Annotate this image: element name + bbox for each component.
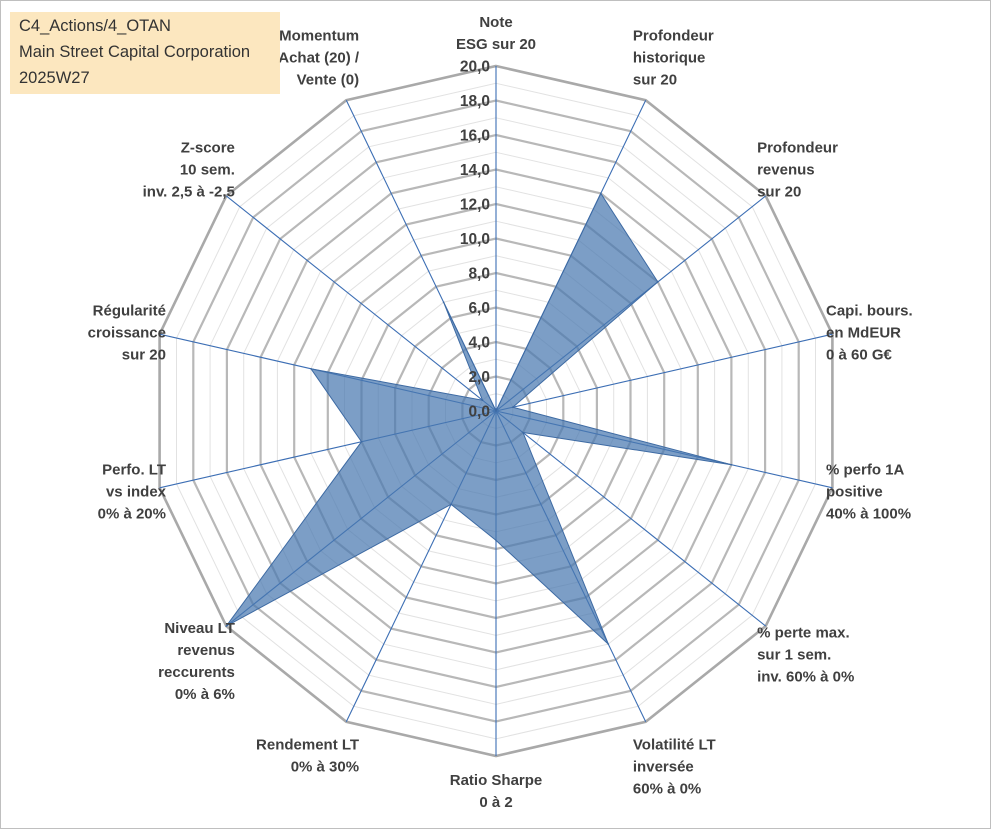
axis-label-line: historique — [633, 49, 706, 66]
axis-spoke — [225, 195, 497, 412]
axis-spoke — [495, 333, 833, 412]
axis-label-line: Niveau LT — [164, 620, 235, 637]
axis-label-line: sur 20 — [633, 71, 677, 88]
axis-label-line: sur 20 — [757, 184, 801, 201]
tick-label: 4,0 — [468, 335, 490, 352]
axis-label-line: positive — [826, 483, 883, 500]
axis-label-line: Vente (0) — [297, 71, 360, 88]
axis-label-line: Profondeur — [633, 27, 714, 44]
series-point — [360, 440, 363, 443]
axis-label-line: Volatilité LT — [633, 737, 716, 754]
series-point — [225, 625, 228, 627]
axis-label: Profondeur revenus sur 20 — [757, 140, 838, 201]
axis-label: Note ESG sur 20 — [456, 14, 536, 53]
series-point — [512, 406, 514, 409]
axis-label-line: 40% à 100% — [826, 505, 911, 522]
axis-label-line: inv. 60% à 0% — [757, 668, 854, 685]
axis-label-line: revenus — [757, 162, 815, 179]
tick-label: 0,0 — [468, 404, 490, 421]
tick-label: 14,0 — [460, 162, 490, 179]
series-point — [522, 431, 524, 434]
series-point — [495, 539, 497, 542]
axis-label: % perfo 1A positive 40% à 100% — [826, 461, 911, 522]
series-point — [442, 301, 445, 304]
tick-label: 10,0 — [460, 231, 490, 248]
axis-label: % perte max. sur 1 sem. inv. 60% à 0% — [757, 624, 854, 685]
axis-label-line: inversée — [633, 759, 694, 776]
axis-label: Régularité croissance sur 20 — [88, 303, 166, 364]
axis-spoke — [495, 410, 767, 627]
axis-label-line: Achat (20) / — [278, 49, 360, 66]
axis-label-line: 60% à 0% — [633, 781, 701, 798]
tick-label: 18,0 — [460, 93, 490, 110]
series-point — [481, 399, 484, 402]
tick-label: 2,0 — [468, 369, 490, 386]
radar-series — [225, 192, 733, 645]
axis-label: Momentum Achat (20) / Vente (0) — [278, 27, 360, 88]
series-point — [450, 503, 452, 506]
info-week: 2025W27 — [19, 69, 90, 87]
series-point — [495, 410, 497, 412]
axis-label-line: ESG sur 20 — [456, 36, 536, 53]
series-point — [730, 463, 733, 466]
axis-label-line: Momentum — [279, 27, 359, 44]
info-portfolio: C4_Actions/4_OTAN — [19, 17, 171, 35]
axis-label: Z-score 10 sem. inv. 2,5 à -2,5 — [143, 140, 235, 201]
axis-label-line: 0% à 6% — [175, 686, 235, 703]
axis-label-line: sur 20 — [122, 347, 166, 364]
tick-label: 16,0 — [460, 128, 490, 145]
axis-label-line: Note — [479, 14, 512, 31]
axis-label-line: Profondeur — [757, 140, 838, 157]
axis-label: Rendement LT 0% à 30% — [256, 737, 359, 776]
axis-label-line: reccurents — [158, 664, 235, 681]
axis-label-line: 0 à 60 G€ — [826, 347, 893, 364]
tick-label: 8,0 — [468, 266, 490, 283]
axis-label-line: Perfo. LT — [102, 461, 166, 478]
tick-label: 20,0 — [460, 59, 490, 76]
axis-label-line: croissance — [88, 325, 166, 342]
axis-label-line: 0% à 20% — [98, 505, 166, 522]
axis-label-line: % perte max. — [757, 624, 850, 641]
axis-label: Ratio Sharpe 0 à 2 — [450, 772, 543, 811]
chart-info-box — [10, 12, 280, 94]
axis-label-line: Z-score — [181, 140, 235, 157]
axis-label-line: Rendement LT — [256, 737, 359, 754]
axis-label-line: sur 1 sem. — [757, 646, 831, 663]
series-point — [657, 281, 659, 283]
axis-label-line: en MdEUR — [826, 325, 901, 342]
axis-label-line: Ratio Sharpe — [450, 772, 543, 789]
tick-label: 6,0 — [468, 300, 490, 317]
radial-tick-labels: 0,0 2,0 4,0 6,0 8,0 10,0 12,0 14,0 16,0 18,0 20,0 — [460, 59, 490, 421]
axis-label-line: vs index — [106, 483, 167, 500]
info-company: Main Street Capital Corporation — [19, 43, 251, 61]
tick-label: 12,0 — [460, 197, 490, 214]
series-point — [607, 643, 610, 645]
axis-label-line: Capi. bours. — [826, 303, 913, 320]
axis-label-line: 10 sem. — [180, 162, 235, 179]
axis-label-line: inv. 2,5 à -2,5 — [143, 184, 235, 201]
axis-label: Niveau LT revenus reccurents 0% à 6% — [158, 620, 235, 703]
axis-labels: Note ESG sur 20 Profondeur historique sur 20… — [88, 14, 913, 811]
axis-label: Perfo. LT vs index 0% à 20% — [98, 461, 167, 522]
axis-label-line: 0% à 30% — [291, 759, 359, 776]
axis-label-line: Régularité — [93, 303, 166, 320]
series-point — [310, 368, 312, 370]
axis-label-line: % perfo 1A — [826, 461, 905, 478]
axis-label: Volatilité LT inversée 60% à 0% — [633, 737, 716, 798]
axis-label-line: 0 à 2 — [479, 794, 512, 811]
axis-label: Capi. bours. en MdEUR 0 à 60 G€ — [826, 303, 913, 364]
axis-label: Profondeur historique sur 20 — [633, 27, 714, 88]
axis-label-line: revenus — [177, 642, 235, 659]
series-point — [600, 192, 602, 195]
